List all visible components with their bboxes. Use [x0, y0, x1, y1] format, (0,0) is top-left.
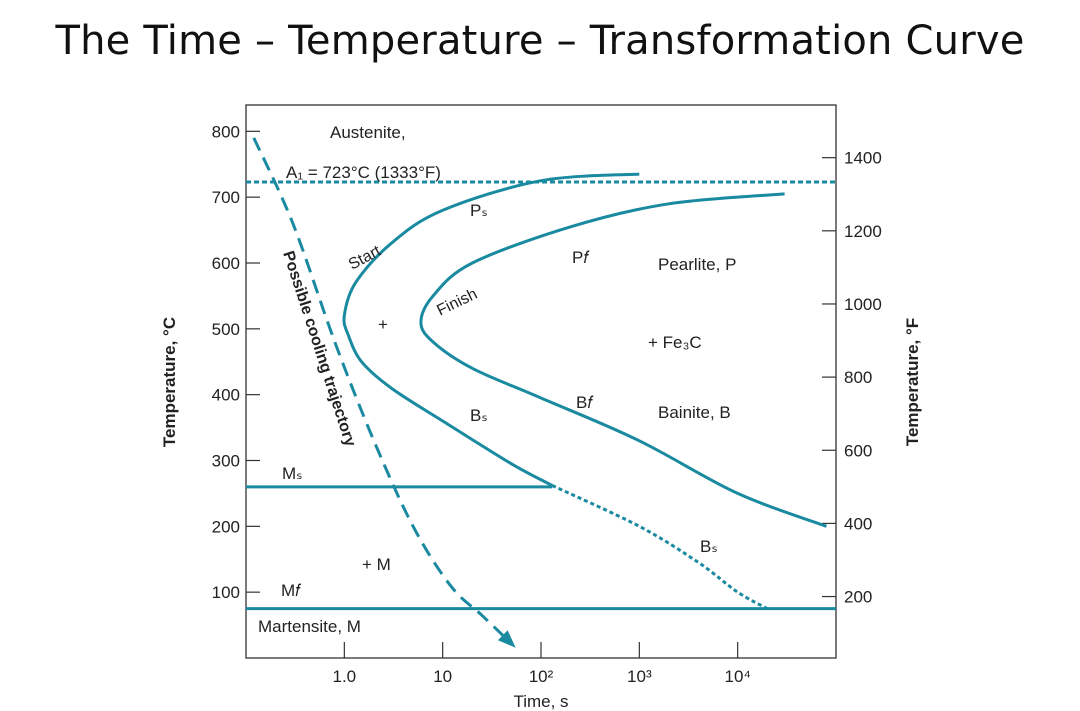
x-tick-label: 10³: [627, 667, 652, 686]
y-tick-label-right: 800: [844, 368, 872, 387]
martensite-label: Martensite, M: [258, 617, 361, 636]
reference-lines: [246, 180, 836, 611]
bs-label: Bₛ: [470, 406, 488, 425]
plus-label: +: [378, 315, 388, 334]
x-tick-label: 10: [433, 667, 452, 686]
fe3c-label: + Fe₃C: [648, 333, 702, 352]
curves: [252, 137, 828, 648]
a1-label: A₁ = 723°C (1333°F): [286, 163, 441, 182]
start-curve: [342, 172, 640, 487]
page-title: The Time – Temperature – Transformation …: [55, 18, 1025, 64]
y-tick-label-right: 600: [844, 441, 872, 460]
y-tick-label-right: 1400: [844, 149, 882, 168]
finish-curve: [419, 192, 828, 528]
y-tick-label-left: 300: [212, 452, 240, 471]
y-tick-label-right: 1000: [844, 295, 882, 314]
bs-lower-label: Bₛ: [700, 537, 718, 556]
axis-ticks: 100 200 300 400 500 600 700 800 200 400 600 800 1000…: [212, 122, 882, 686]
pf-label: P𝑓: [572, 248, 590, 267]
x-axis-label: Time, s: [513, 692, 568, 711]
cooling-arrowhead: [497, 630, 516, 648]
y-axis-label-right: Temperature, °F: [903, 318, 922, 446]
ps-label: Pₛ: [470, 201, 488, 220]
x-tick-label: 10²: [529, 667, 554, 686]
y-tick-label-right: 1200: [844, 222, 882, 241]
plus-m-label: + M: [362, 555, 391, 574]
cooling-curve: [252, 137, 513, 645]
y-tick-label-left: 200: [212, 517, 240, 536]
cooling-trajectory-label: Possible cooling trajectory: [279, 249, 358, 449]
y-axis-label-left: Temperature, °C: [160, 317, 179, 447]
y-tick-label-left: 600: [212, 254, 240, 273]
x-tick-label: 10⁴: [725, 667, 751, 686]
finish-label: Finish: [434, 286, 480, 320]
ms-label: Mₛ: [282, 464, 303, 483]
x-tick-label: 1.0: [333, 667, 357, 686]
pearlite-label: Pearlite, P: [658, 255, 736, 274]
y-tick-label-left: 800: [212, 122, 240, 141]
y-tick-label-left: 100: [212, 583, 240, 602]
austenite-label: Austenite,: [330, 123, 406, 142]
bf-label: B𝑓: [576, 393, 594, 412]
mf-label: M𝑓: [281, 581, 302, 600]
y-tick-label-left: 700: [212, 188, 240, 207]
bainite-label: Bainite, B: [658, 403, 731, 422]
y-tick-label-right: 400: [844, 514, 872, 533]
y-tick-label-left: 400: [212, 386, 240, 405]
y-tick-label-right: 200: [844, 588, 872, 607]
bainite-start-ext-curve: [551, 484, 769, 610]
y-tick-label-left: 500: [212, 320, 240, 339]
